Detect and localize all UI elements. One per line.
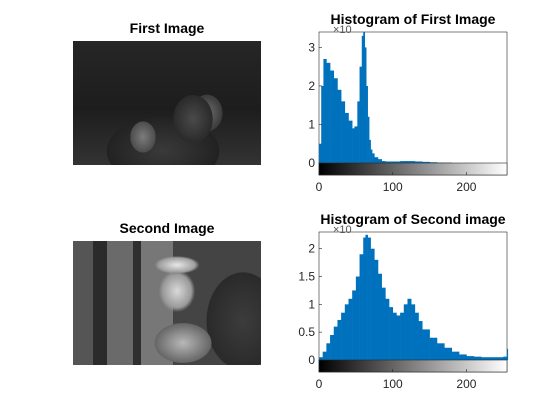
histogram-bar — [363, 238, 366, 360]
histogram-bar — [323, 352, 327, 360]
histogram-bar — [368, 238, 371, 360]
histogram-bar — [354, 126, 357, 163]
histogram-bar — [378, 274, 382, 360]
histogram-bar — [466, 356, 474, 360]
x-tick-label: 200 — [456, 377, 476, 391]
x-tick-label: 200 — [456, 180, 476, 194]
histogram-bar — [374, 157, 378, 163]
histogram-bar — [360, 67, 363, 163]
histogram-bar — [444, 348, 452, 360]
y-tick-label: 3 — [308, 40, 315, 54]
x-tick-label: 100 — [383, 377, 403, 391]
histogram-bar — [352, 128, 355, 163]
histogram-bar — [372, 153, 375, 163]
histogram-bar — [503, 357, 507, 360]
histogram-bar — [326, 63, 330, 163]
y-tick-label: 1 — [308, 297, 315, 311]
gray-ramp-bar — [319, 360, 507, 372]
x-tick-label: 100 — [383, 180, 403, 194]
histogram-bar — [422, 329, 430, 360]
histogram-bar — [371, 249, 375, 360]
y-tick-label: 2 — [308, 79, 315, 93]
y-tick-label: 1.5 — [298, 270, 315, 284]
histogram-bar — [334, 327, 338, 360]
histogram-bar — [407, 299, 411, 360]
y-exponent-label: ×10 — [333, 224, 352, 236]
histogram-bar — [330, 71, 334, 163]
histogram-bar — [437, 343, 445, 360]
histogram-bar — [452, 352, 460, 360]
histogram-bar — [319, 357, 323, 360]
histogram-bar — [334, 78, 338, 163]
histogram-bar — [326, 343, 330, 360]
histogram-bar — [382, 288, 386, 360]
histogram-1: 0 1 2 3 ×10 0 100 200 — [308, 24, 507, 194]
histogram-bar — [389, 307, 393, 360]
histogram-bar — [378, 159, 382, 163]
histogram-bar — [345, 113, 349, 163]
y-tick-label: 1 — [308, 117, 315, 131]
histogram-bar — [337, 90, 341, 163]
y-tick-label: 2 — [308, 242, 315, 256]
histogram-bar — [337, 320, 341, 360]
y-tick-label: 0 — [308, 156, 315, 170]
histogram-bar — [360, 254, 364, 360]
gray-ramp-bar — [319, 163, 507, 175]
histogram-bar — [419, 321, 423, 360]
histogram-bar — [393, 313, 397, 360]
histogram-bar — [341, 101, 345, 163]
histogram-bar — [323, 59, 326, 163]
histogram-bar — [415, 313, 419, 360]
histogram-bar — [385, 299, 389, 360]
histogram-bar — [348, 121, 352, 163]
histogram-2: 0 0.5 1 1.5 2 ×10 0 100 200 — [298, 224, 508, 391]
histogram-bar — [496, 357, 504, 360]
histogram-bar — [430, 338, 438, 360]
histogram-bar — [411, 304, 415, 360]
y-tick-label: 0 — [308, 353, 315, 367]
histogram-bar — [459, 354, 467, 360]
histogram-bar — [365, 235, 368, 360]
histogram-bar — [319, 144, 322, 163]
histogram-bar — [374, 260, 378, 360]
x-tick-label: 0 — [316, 180, 323, 194]
y-exponent-label: ×10 — [333, 24, 352, 36]
histogram-bar — [357, 101, 360, 163]
histogram-bar — [474, 357, 482, 360]
histogram-bar — [341, 313, 345, 360]
histogram-bar — [352, 290, 356, 360]
histogram-bar — [396, 315, 400, 360]
histogram-bar — [345, 304, 349, 360]
histogram-bar — [400, 313, 404, 360]
histogram-bar — [330, 335, 334, 360]
histogram-bar — [356, 277, 360, 360]
histogram-bar — [489, 357, 497, 360]
y-tick-label: 0.5 — [298, 325, 315, 339]
histogram-bar — [348, 299, 352, 360]
histogram-bar — [481, 357, 489, 360]
histogram-bar — [507, 349, 508, 360]
x-tick-label: 0 — [316, 377, 323, 391]
histogram-bar — [404, 304, 408, 360]
